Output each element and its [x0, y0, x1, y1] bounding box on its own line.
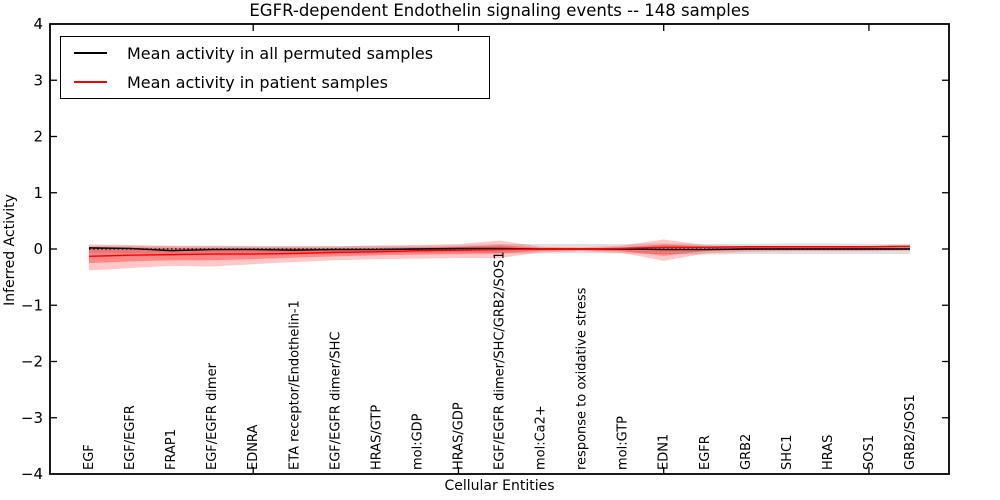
- x-category-label: ETA receptor/Endothelin-1: [287, 300, 302, 470]
- y-tick-label: −1: [21, 296, 43, 314]
- y-tick-label: 2: [33, 128, 43, 146]
- legend-item-patient: Mean activity in patient samples: [74, 69, 489, 95]
- y-axis-label: Inferred Activity: [2, 194, 18, 306]
- x-category-label: HRAS/GDP: [451, 402, 466, 470]
- y-tick-label: −3: [21, 409, 43, 427]
- y-tick-label: 1: [33, 184, 43, 202]
- x-category-label: HRAS/GTP: [369, 405, 384, 470]
- y-tick-label: −2: [21, 353, 43, 371]
- x-category-label: EGF/EGFR: [123, 405, 138, 470]
- x-category-label: HRAS: [821, 435, 836, 470]
- patient-mean-line: [88, 245, 911, 258]
- legend-label-patient: Mean activity in patient samples: [127, 72, 388, 92]
- y-tick-label: 0: [33, 240, 43, 258]
- x-category-label: SHC1: [780, 435, 795, 470]
- x-category-label: EDN1: [657, 434, 672, 470]
- permuted-mean-line: [88, 247, 910, 252]
- x-category-label: EGF: [82, 444, 97, 470]
- x-category-label: EGF/EGFR dimer/SHC: [328, 332, 343, 470]
- x-axis-label: Cellular Entities: [444, 478, 555, 494]
- chart-title: EGFR-dependent Endothelin signaling even…: [249, 1, 750, 20]
- x-category-label: EGF/EGFR dimer: [205, 362, 220, 470]
- x-category-label: mol:GTP: [616, 416, 631, 470]
- x-category-label: FRAP1: [164, 429, 179, 470]
- y-tick-label: 3: [33, 71, 43, 89]
- x-category-label: response to oxidative stress: [575, 287, 590, 470]
- legend-item-permuted: Mean activity in all permuted samples: [74, 40, 489, 66]
- patient-line-sample: [74, 81, 107, 83]
- x-category-label: GRB2/SOS1: [903, 394, 918, 470]
- legend: Mean activity in all permuted samples Me…: [60, 36, 490, 99]
- x-category-label: mol:Ca2+: [534, 405, 549, 470]
- x-category-label: EGF/EGFR dimer/SHC/GRB2/SOS1: [493, 252, 508, 471]
- x-category-label: GRB2: [739, 434, 754, 470]
- y-tick-label: 4: [33, 15, 43, 33]
- permuted-line-sample: [74, 52, 107, 54]
- x-category-label: EGFR: [698, 435, 713, 470]
- x-category-label: SOS1: [862, 435, 877, 470]
- y-tick-label: −4: [21, 465, 43, 483]
- x-category-label: mol:GDP: [410, 413, 425, 470]
- x-category-label: EDNRA: [246, 425, 261, 470]
- legend-label-permuted: Mean activity in all permuted samples: [127, 43, 434, 63]
